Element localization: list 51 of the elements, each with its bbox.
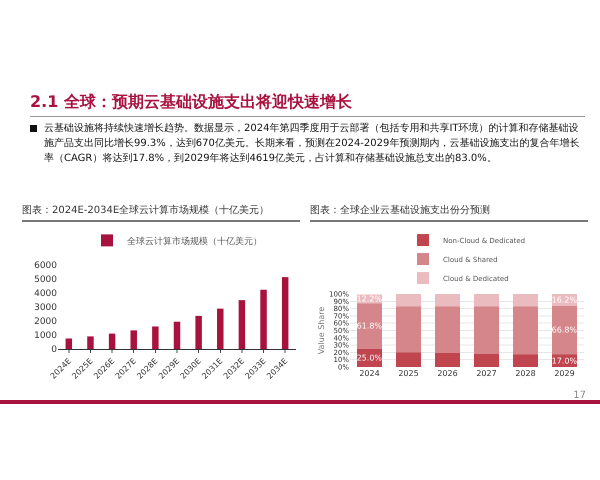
bar: [512, 354, 538, 367]
y-tick-label: 2000: [34, 317, 58, 328]
text: 云基础设施将持续快速增长趋势。数据显示，2024年第四季度用于云部署（包括专用和共享IT环境）的计算和存储基础设施产品支出同比增长99.3%，达到670亿美元。长期来看，预测在2024-2029年预测期内，云基础设施支出的复合年增长率（CAGR）将达到17.8%，到2029年将达到4619亿美元，占计算和存储基础设施总支出的83.0%。: [30, 121, 585, 166]
bar: [512, 294, 538, 306]
bar: [396, 352, 422, 367]
bar: [260, 290, 267, 349]
bar: [512, 306, 538, 355]
y-tick-label: 0: [51, 345, 58, 356]
chart-title: 图表：2024E-2034E全球云计算市场规模（十亿美元）: [22, 203, 300, 222]
text: 2.1 全球：预期云基础设施支出将迎快速增长: [30, 92, 585, 117]
data-label: 66.8%: [552, 326, 578, 335]
text: 17: [573, 390, 586, 401]
y-tick-label: 1000: [34, 331, 58, 342]
x-tick-label: 2029: [554, 369, 575, 378]
bar: [552, 306, 578, 355]
bar: [152, 326, 159, 349]
data-label: 12.2%: [356, 294, 382, 304]
bar: [238, 300, 246, 349]
y-tick-label: 5000: [34, 275, 58, 286]
x-tick-label: 2026: [437, 369, 458, 378]
x-tick-label: 2025: [398, 369, 419, 378]
bar: [356, 304, 382, 349]
y-tick-label: 4000: [34, 289, 58, 300]
x-tick-label: 2027: [476, 369, 497, 378]
data-label: 17.0%: [552, 356, 578, 366]
legend-label: 全球云计算市场规模（十亿美元）: [127, 236, 262, 247]
y-tick-label: 6000: [34, 261, 58, 272]
bar: [282, 277, 288, 349]
bar: [87, 336, 94, 349]
bar: [108, 334, 116, 349]
y-axis-title: Value Share: [317, 306, 326, 354]
bar: [217, 308, 224, 349]
bar: [474, 354, 500, 367]
bar: [434, 353, 460, 367]
bar: [130, 330, 137, 349]
data-label: 61.8%: [356, 322, 382, 331]
bar: [474, 294, 500, 306]
data-label: 25.0%: [356, 353, 382, 362]
bar: [434, 294, 460, 306]
bar: [396, 294, 422, 306]
x-tick-label: 2024: [359, 369, 380, 378]
bar: [174, 322, 180, 349]
y-tick-label: 3000: [34, 303, 58, 314]
chart-title: 图表：全球企业云基础设施支出份分预测: [310, 203, 588, 222]
bar: [195, 316, 202, 349]
bar: [396, 306, 422, 352]
data-label: 16.2%: [552, 295, 578, 304]
bar: [434, 306, 460, 354]
x-tick-label: 2028: [515, 369, 536, 378]
bar: [66, 338, 72, 349]
bar: [474, 306, 500, 354]
